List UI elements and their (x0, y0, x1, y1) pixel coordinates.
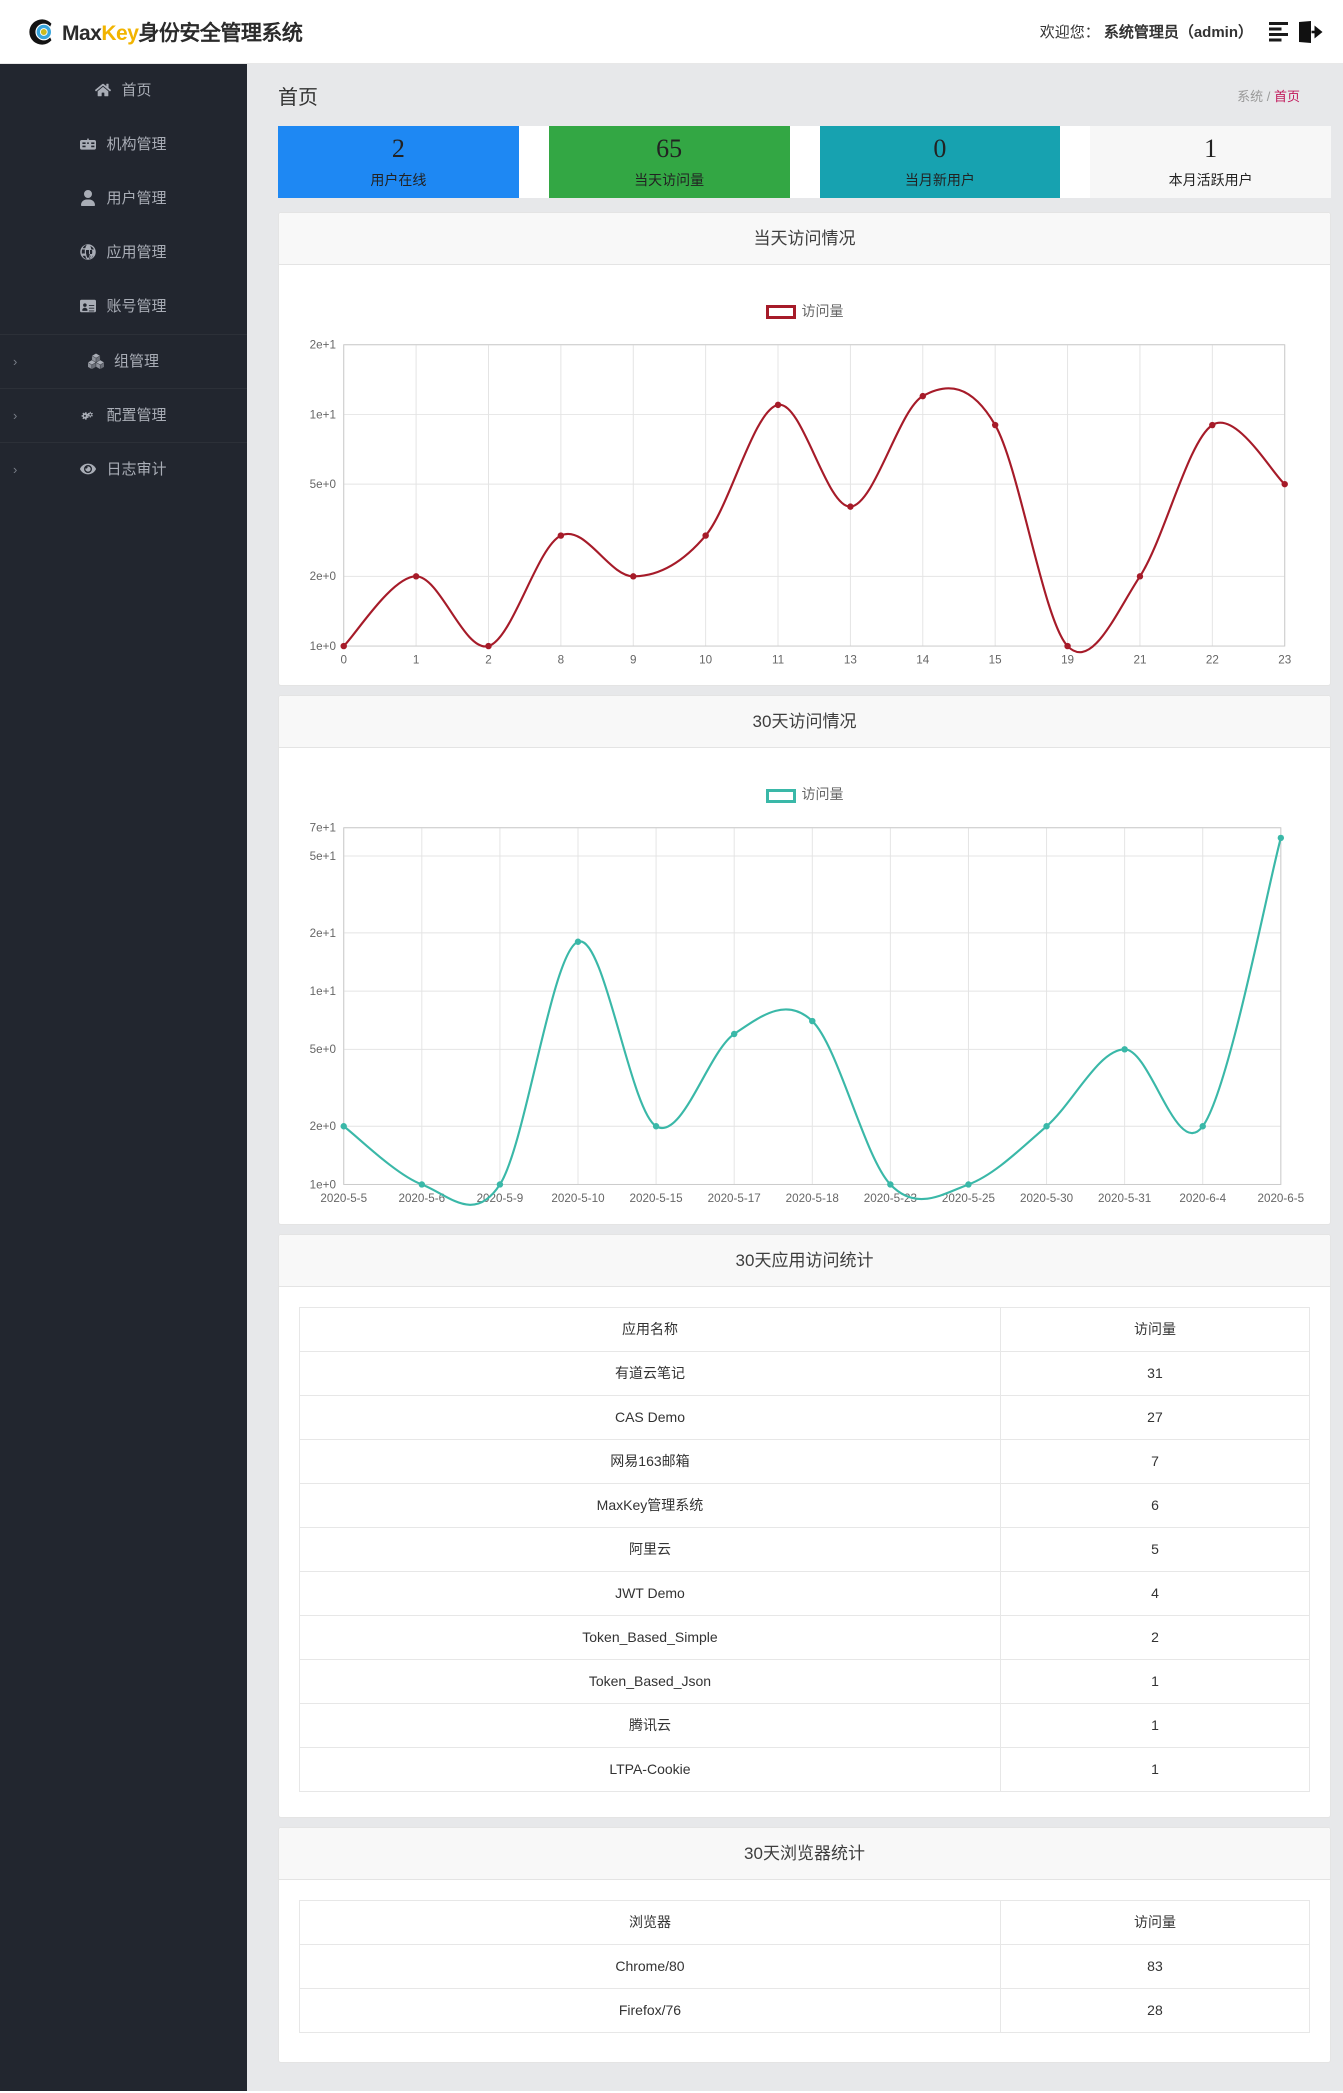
svg-text:2e+1: 2e+1 (310, 339, 336, 352)
svg-text:1: 1 (413, 654, 419, 667)
svg-text:2e+1: 2e+1 (310, 927, 336, 940)
svg-text:2020-5-30: 2020-5-30 (1020, 1192, 1074, 1205)
svg-text:7e+1: 7e+1 (310, 822, 336, 835)
svg-text:2: 2 (485, 654, 491, 667)
svg-text:10: 10 (699, 654, 712, 667)
svg-text:2020-6-4: 2020-6-4 (1179, 1192, 1226, 1205)
svg-text:5e+1: 5e+1 (310, 850, 336, 863)
svg-text:5e+0: 5e+0 (310, 478, 337, 491)
svg-text:14: 14 (916, 654, 929, 667)
svg-text:19: 19 (1061, 654, 1074, 667)
svg-text:5e+0: 5e+0 (310, 1043, 337, 1056)
svg-text:2e+0: 2e+0 (310, 1120, 337, 1133)
svg-text:2020-5-10: 2020-5-10 (551, 1192, 605, 1205)
svg-text:22: 22 (1206, 654, 1219, 667)
svg-text:2020-6-5: 2020-6-5 (1257, 1192, 1304, 1205)
svg-text:23: 23 (1278, 654, 1291, 667)
svg-text:1e+0: 1e+0 (310, 1179, 337, 1192)
svg-text:0: 0 (340, 654, 347, 667)
svg-text:2020-5-17: 2020-5-17 (708, 1192, 761, 1205)
svg-text:2020-5-5: 2020-5-5 (320, 1192, 367, 1205)
svg-text:8: 8 (558, 654, 564, 667)
svg-text:2020-5-15: 2020-5-15 (630, 1192, 683, 1205)
svg-text:2020-5-31: 2020-5-31 (1098, 1192, 1151, 1205)
svg-text:9: 9 (630, 654, 636, 667)
svg-text:1e+0: 1e+0 (310, 640, 337, 653)
svg-text:2020-5-25: 2020-5-25 (942, 1192, 995, 1205)
svg-text:11: 11 (772, 654, 784, 667)
svg-text:21: 21 (1133, 654, 1146, 667)
svg-text:15: 15 (989, 654, 1002, 667)
svg-text:2020-5-6: 2020-5-6 (398, 1192, 445, 1205)
svg-text:2020-5-23: 2020-5-23 (864, 1192, 917, 1205)
svg-text:1e+1: 1e+1 (310, 408, 336, 421)
svg-text:13: 13 (844, 654, 857, 667)
svg-text:2020-5-18: 2020-5-18 (786, 1192, 839, 1205)
svg-text:2020-5-9: 2020-5-9 (477, 1192, 524, 1205)
svg-text:1e+1: 1e+1 (310, 985, 336, 998)
svg-text:2e+0: 2e+0 (310, 570, 337, 583)
